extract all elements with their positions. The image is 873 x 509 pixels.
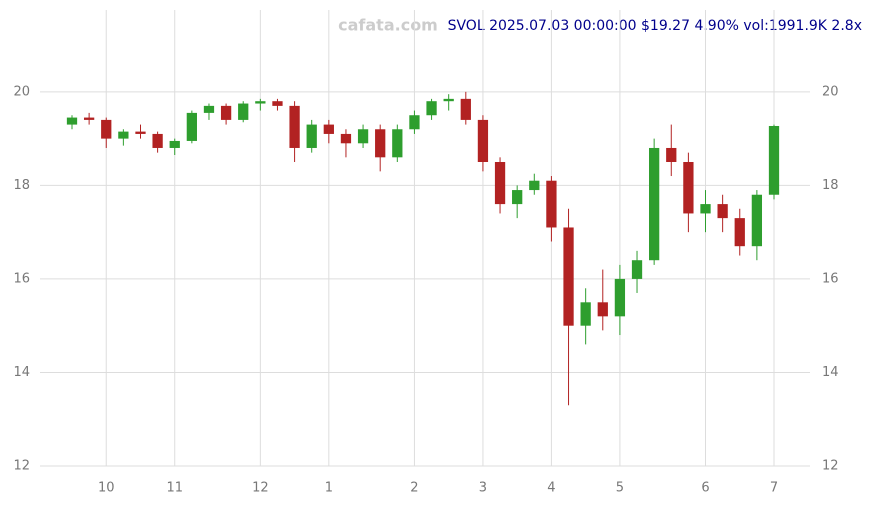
candle-body: [751, 194, 763, 247]
y-tick-label-right: 12: [822, 459, 839, 474]
x-tick-label: 7: [770, 481, 778, 496]
candle-body: [477, 119, 489, 162]
y-tick-label: 16: [13, 271, 30, 286]
y-tick-label: 12: [13, 459, 30, 474]
candle-body: [683, 162, 694, 214]
candle-body: [649, 147, 660, 261]
candle-body: [203, 105, 215, 113]
y-tick-label: 14: [13, 365, 30, 380]
y-tick-label-right: 18: [822, 178, 839, 193]
candle-body: [323, 124, 334, 134]
candle-body: [392, 129, 403, 158]
x-tick-label: 5: [616, 481, 624, 496]
x-tick-label: 10: [98, 481, 115, 496]
candle-body: [83, 117, 95, 120]
candle-body: [666, 147, 677, 162]
y-tick-label-right: 20: [822, 84, 839, 99]
candle-body: [272, 101, 283, 106]
candle-body: [443, 98, 454, 102]
candle-body: [700, 204, 711, 214]
x-tick-label: 2: [410, 481, 418, 496]
candle-body: [340, 133, 352, 144]
candle-body: [734, 218, 745, 247]
y-tick-label: 18: [13, 178, 30, 193]
candle-body: [238, 103, 249, 120]
y-tick-label-right: 16: [822, 271, 839, 286]
candle-body: [546, 180, 557, 228]
candle-body: [135, 131, 146, 134]
candle-body: [118, 131, 129, 139]
candle-body: [186, 112, 197, 141]
candle-body: [169, 140, 180, 148]
candle-body: [426, 101, 437, 116]
watermark: cafata.com: [338, 16, 438, 35]
x-tick-label: 3: [479, 481, 487, 496]
candle-body: [306, 124, 317, 148]
candle-body: [563, 227, 574, 326]
x-tick-label: 11: [166, 481, 183, 496]
candle-body: [101, 119, 112, 139]
candle-body: [289, 105, 300, 148]
candle-body: [529, 180, 540, 191]
y-tick-label: 20: [13, 84, 30, 99]
candle-body: [597, 302, 608, 317]
candle-body: [631, 260, 643, 279]
chart-title: SVOL 2025.07.03 00:00:00 $19.27 4.90% vo…: [448, 18, 862, 34]
candle-body: [494, 162, 506, 205]
candle-body: [375, 129, 386, 158]
candle-body: [614, 278, 626, 317]
y-tick-label-right: 14: [822, 365, 839, 380]
candle-body: [768, 125, 780, 195]
candle-body: [255, 101, 266, 104]
candle-body: [409, 115, 420, 130]
x-tick-label: 4: [547, 481, 555, 496]
candle-body: [512, 190, 523, 205]
candle-body: [580, 302, 591, 326]
x-tick-label: 6: [701, 481, 709, 496]
candle-body: [460, 98, 471, 120]
candle-body: [152, 133, 163, 148]
x-tick-label: 1: [325, 481, 333, 496]
candle-body: [220, 105, 232, 120]
candle-body: [717, 204, 728, 219]
x-tick-label: 12: [252, 481, 269, 496]
candle-body: [66, 117, 78, 125]
candle-body: [357, 129, 369, 144]
